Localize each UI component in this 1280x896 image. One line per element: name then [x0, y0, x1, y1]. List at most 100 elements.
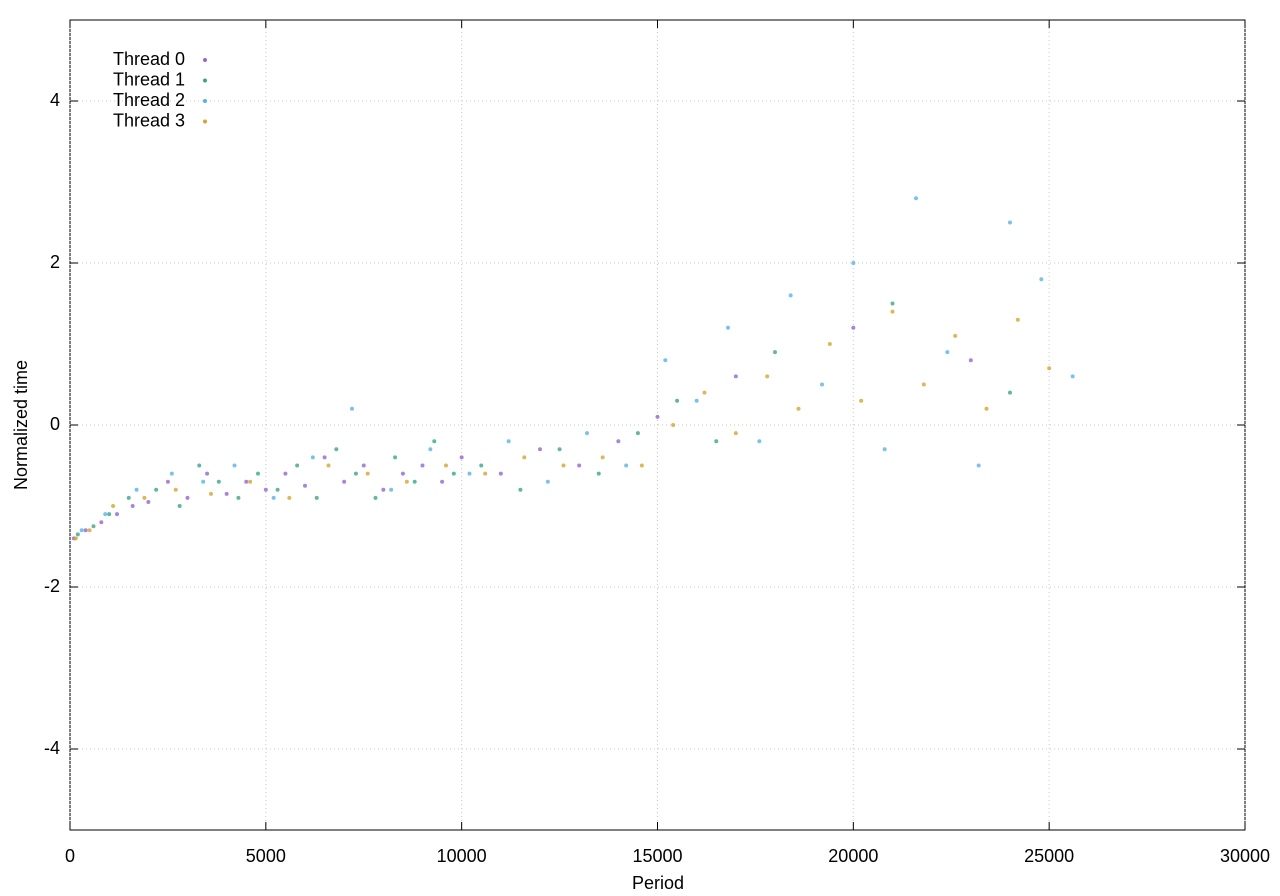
data-point	[173, 487, 178, 492]
x-tick-label: 30000	[1220, 846, 1270, 866]
data-point	[714, 439, 719, 444]
data-point	[420, 463, 425, 468]
data-point	[428, 447, 433, 452]
data-point	[953, 333, 958, 338]
legend-marker	[203, 58, 207, 62]
y-tick-label: 2	[50, 252, 60, 272]
data-point	[232, 463, 237, 468]
data-point	[921, 382, 926, 387]
data-point	[361, 463, 366, 468]
data-point	[263, 487, 268, 492]
data-point	[671, 423, 676, 427]
data-point	[498, 471, 503, 476]
data-point	[79, 528, 84, 533]
data-point	[216, 479, 221, 484]
data-point	[209, 491, 213, 496]
data-point	[796, 406, 801, 411]
data-point	[322, 455, 327, 460]
data-point	[733, 431, 738, 436]
data-point	[303, 483, 307, 488]
x-tick-label: 10000	[437, 846, 487, 866]
data-point	[1008, 220, 1012, 225]
data-point	[479, 463, 484, 468]
data-point	[197, 463, 202, 468]
data-point	[882, 447, 887, 452]
data-point	[103, 512, 108, 517]
legend-marker	[203, 99, 207, 103]
data-point	[820, 382, 824, 387]
data-point	[326, 463, 331, 468]
data-point	[702, 390, 707, 395]
data-point	[518, 487, 523, 492]
data-point	[287, 495, 292, 500]
y-tick-label: 0	[50, 414, 60, 434]
data-point	[75, 532, 80, 537]
data-point	[451, 471, 456, 476]
data-point	[788, 293, 793, 298]
data-point	[169, 471, 174, 476]
legend-label: Thread 2	[113, 90, 185, 110]
data-point	[545, 479, 550, 484]
data-point	[205, 471, 210, 476]
data-point	[342, 479, 347, 484]
data-point	[585, 431, 589, 436]
data-point	[851, 261, 856, 265]
data-point	[773, 350, 777, 355]
data-point	[432, 439, 437, 444]
data-point	[733, 374, 738, 379]
data-point	[635, 431, 640, 436]
data-point	[577, 463, 582, 468]
data-point	[459, 455, 464, 460]
data-point	[314, 495, 319, 500]
data-point	[154, 487, 159, 492]
data-point	[976, 463, 981, 468]
data-point	[130, 504, 135, 508]
data-point	[365, 471, 370, 476]
data-point	[275, 487, 280, 492]
data-point	[201, 479, 206, 484]
data-point	[381, 487, 386, 492]
legend-marker	[203, 78, 207, 83]
data-point	[350, 406, 354, 411]
data-point	[506, 439, 511, 444]
data-point	[600, 455, 605, 460]
data-point	[694, 398, 699, 403]
legend-marker	[203, 119, 207, 124]
data-point	[984, 406, 989, 411]
data-point	[165, 479, 170, 484]
data-point	[256, 471, 260, 476]
data-point	[334, 447, 339, 452]
data-point	[236, 495, 241, 500]
data-point	[522, 455, 527, 460]
x-tick-label: 25000	[1024, 846, 1074, 866]
data-point	[389, 487, 394, 492]
data-point	[224, 491, 229, 496]
y-tick-label: -4	[44, 738, 60, 758]
data-point	[757, 439, 762, 444]
data-point	[914, 196, 918, 201]
y-axis-label: Normalized time	[11, 360, 31, 490]
data-point	[726, 325, 730, 330]
data-point	[99, 520, 104, 525]
data-point	[483, 471, 488, 476]
data-point	[1039, 277, 1044, 282]
data-point	[945, 350, 950, 355]
data-point	[557, 447, 562, 452]
data-point	[968, 358, 973, 363]
data-point	[142, 495, 147, 500]
data-point	[111, 504, 116, 508]
data-point	[444, 463, 448, 468]
data-point	[851, 325, 856, 330]
y-tick-label: -2	[44, 576, 60, 596]
data-point	[373, 495, 378, 500]
data-point	[295, 463, 300, 468]
data-point	[440, 479, 445, 484]
data-point	[1047, 366, 1052, 371]
data-point	[283, 471, 288, 476]
data-point	[146, 499, 151, 504]
data-point	[393, 455, 398, 460]
data-point	[538, 447, 542, 452]
x-tick-label: 15000	[632, 846, 682, 866]
data-point	[91, 524, 96, 529]
data-point	[639, 463, 644, 468]
